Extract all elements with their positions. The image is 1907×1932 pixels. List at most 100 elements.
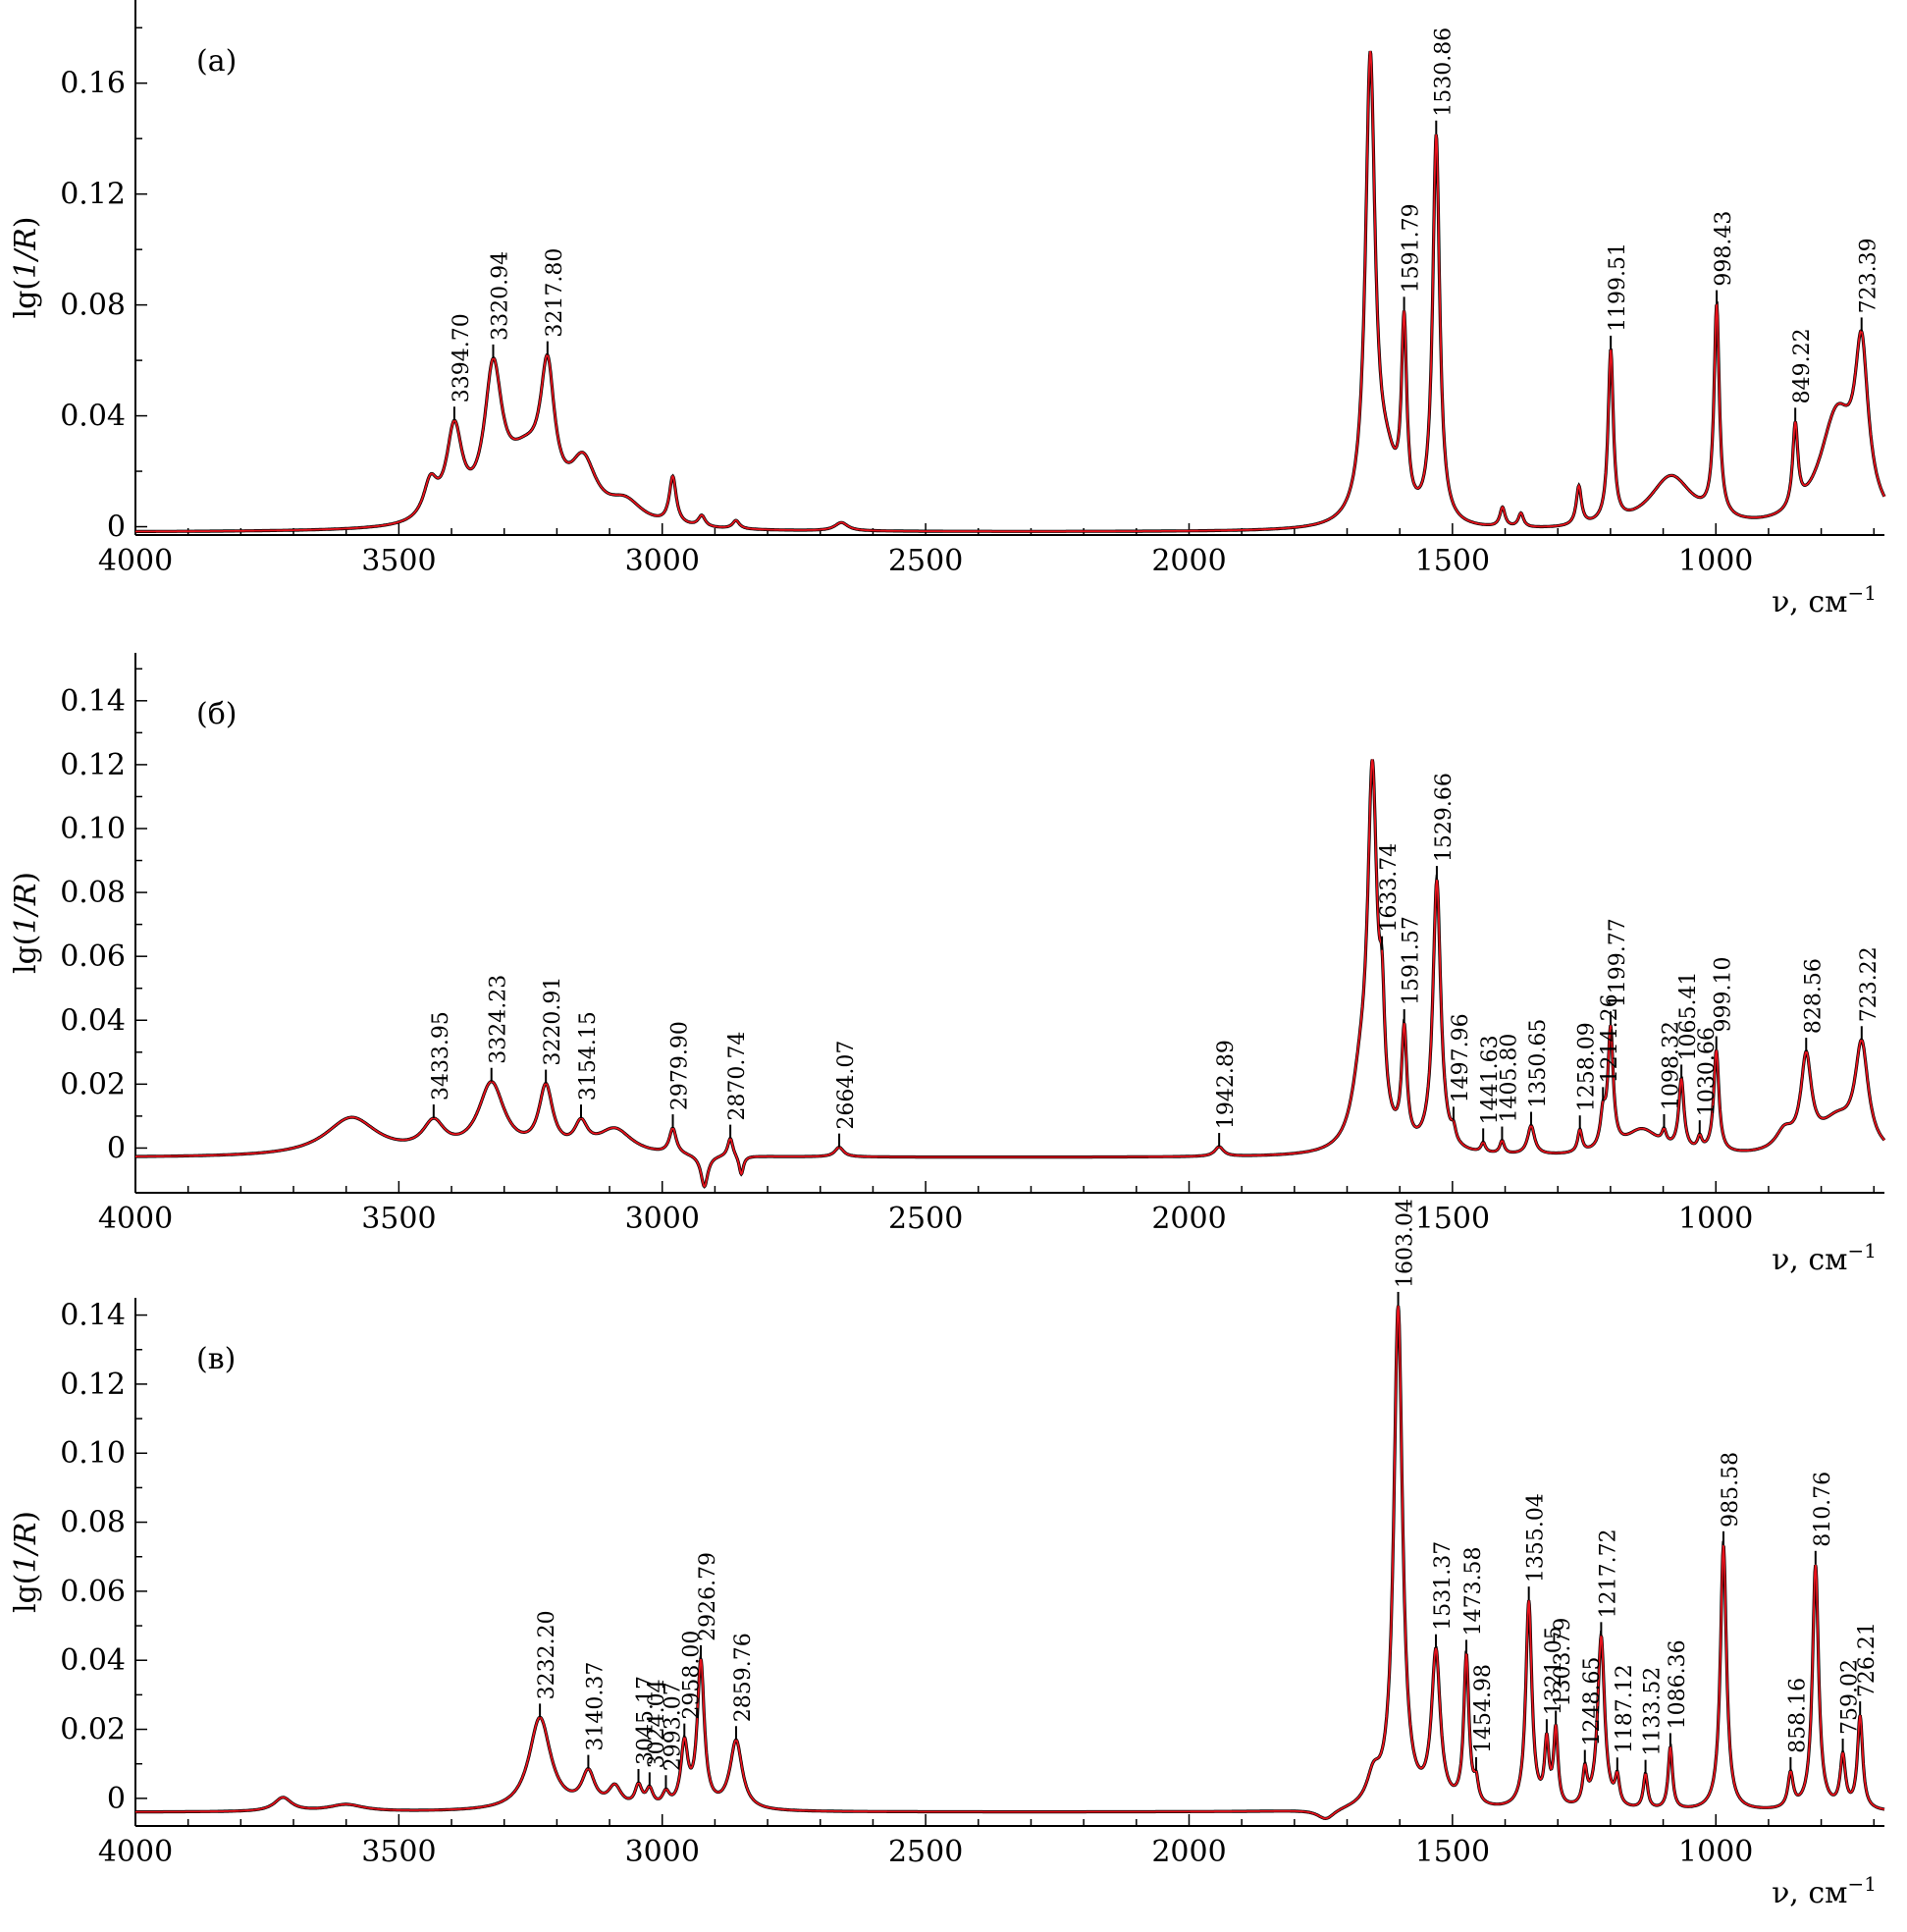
panel-label: (а) <box>196 44 237 79</box>
peak-label: 1355.04 <box>1524 1493 1549 1583</box>
peak-label: 2926.79 <box>696 1552 720 1641</box>
peak-label: 1942.89 <box>1214 1040 1239 1129</box>
peak-label: 1214.26 <box>1598 993 1622 1083</box>
peak-label: 1030.66 <box>1695 1027 1720 1116</box>
peak-label: 1531.37 <box>1431 1541 1456 1631</box>
peak-label: 1591.57 <box>1400 916 1424 1005</box>
y-tick-label: 0 <box>107 1131 126 1165</box>
peak-label: 1321.05 <box>1542 1626 1566 1715</box>
y-tick-label: 0.14 <box>60 684 126 719</box>
peak-label: 2993.07 <box>661 1682 685 1771</box>
peak-label: 1217.72 <box>1596 1529 1620 1618</box>
y-tick-label: 0.04 <box>60 400 126 434</box>
peak-label: 998.43 <box>1712 211 1736 287</box>
peak-label: 723.39 <box>1857 238 1881 313</box>
peak-label: 1133.52 <box>1641 1667 1666 1756</box>
peak-label: 3045.17 <box>634 1676 659 1765</box>
peak-label: 1497.96 <box>1449 1013 1473 1102</box>
peak-label: 759.02 <box>1838 1659 1863 1735</box>
peak-label: 1591.79 <box>1400 203 1424 293</box>
peak-label: 1454.98 <box>1471 1664 1496 1753</box>
peak-label: 723.22 <box>1857 946 1881 1022</box>
peak-label: 2870.74 <box>725 1032 750 1121</box>
y-tick-label: 0.04 <box>60 1643 126 1678</box>
x-tick-label: 3500 <box>361 1835 436 1869</box>
x-tick-label: 3000 <box>625 544 700 578</box>
peak-label: 3217.80 <box>543 248 567 338</box>
x-tick-label: 4000 <box>98 1202 173 1236</box>
peak-label: 1405.80 <box>1497 1034 1521 1123</box>
x-tick-label: 1000 <box>1678 544 1753 578</box>
x-axis-title: ν, см−1 <box>1772 1872 1877 1910</box>
x-tick-label: 1500 <box>1415 544 1490 578</box>
peak-label: 3220.91 <box>541 977 565 1066</box>
peak-label: 1529.66 <box>1432 773 1457 862</box>
peak-label: 1098.32 <box>1659 1021 1683 1110</box>
x-tick-label: 4000 <box>98 544 173 578</box>
peak-label: 985.58 <box>1719 1452 1743 1528</box>
y-tick-label: 0.12 <box>60 748 126 782</box>
peak-label: 3320.94 <box>488 251 512 341</box>
y-tick-label: 0 <box>107 1782 126 1816</box>
peak-label: 828.56 <box>1801 958 1826 1034</box>
peak-label: 2979.90 <box>668 1021 693 1110</box>
spectrum-line-red <box>135 759 1885 1188</box>
spectrum-panel-3: 4000 3500 3000 2500 2000 1500 1000 0 0.02 0.04 0.0… <box>9 1199 1885 1910</box>
y-tick-label: 0.12 <box>60 1368 126 1402</box>
y-tick-label: 0.02 <box>60 1067 126 1101</box>
y-tick-label: 0.04 <box>60 1003 126 1038</box>
x-tick-label: 3500 <box>361 544 436 578</box>
y-tick-label: 0.08 <box>60 876 126 910</box>
y-tick-label: 0.08 <box>60 289 126 323</box>
peak-label: 849.22 <box>1790 328 1815 403</box>
peak-label: 3433.95 <box>429 1011 453 1100</box>
peak-label: 3394.70 <box>450 313 474 402</box>
peak-label: 1086.36 <box>1666 1639 1690 1729</box>
peak-label: 2664.07 <box>834 1041 859 1130</box>
y-tick-label: 0.06 <box>60 939 126 974</box>
peak-label: 999.10 <box>1712 957 1736 1033</box>
x-tick-label: 1000 <box>1678 1835 1753 1869</box>
peak-label: 2859.76 <box>731 1633 756 1722</box>
y-tick-label: 0.10 <box>60 812 126 846</box>
y-axis-title: lg(1/R) <box>9 216 43 318</box>
peak-label: 1248.65 <box>1580 1657 1605 1746</box>
x-tick-label: 2000 <box>1151 1202 1226 1236</box>
peak-label: 3024.04 <box>645 1679 669 1768</box>
peak-label: 2958.00 <box>679 1631 704 1720</box>
peak-label: 1530.86 <box>1431 27 1456 117</box>
peak-label: 1441.63 <box>1478 1035 1503 1124</box>
peak-label: 1473.58 <box>1461 1546 1486 1636</box>
x-axis-title: ν, см−1 <box>1772 1239 1877 1277</box>
peak-label: 3140.37 <box>583 1662 608 1751</box>
x-axis-title: ν, см−1 <box>1772 581 1877 619</box>
y-axis-title: lg(1/R) <box>9 1511 43 1613</box>
peak-label: 1065.41 <box>1676 971 1701 1060</box>
peak-label: 1633.74 <box>1377 843 1402 933</box>
x-tick-label: 3500 <box>361 1202 436 1236</box>
peak-label: 1187.12 <box>1613 1664 1637 1753</box>
x-tick-label: 3000 <box>625 1202 700 1236</box>
peak-label: 1303.79 <box>1551 1618 1575 1707</box>
y-tick-label: 0.16 <box>60 67 126 101</box>
spectrum-line-red <box>135 50 1885 533</box>
y-tick-label: 0.02 <box>60 1713 126 1747</box>
x-tick-label: 2000 <box>1151 1835 1226 1869</box>
panel-label: (б) <box>196 697 237 731</box>
y-tick-label: 0.08 <box>60 1506 126 1540</box>
x-tick-label: 2000 <box>1151 544 1226 578</box>
peak-label: 810.76 <box>1811 1472 1835 1547</box>
x-tick-label: 3000 <box>625 1835 700 1869</box>
peak-label: 726.21 <box>1855 1622 1880 1697</box>
x-tick-label: 1000 <box>1678 1202 1753 1236</box>
peak-label: 3232.20 <box>535 1610 559 1699</box>
y-tick-label: 0.10 <box>60 1436 126 1471</box>
peak-label: 1350.65 <box>1526 1019 1551 1108</box>
peak-label: 1199.51 <box>1606 242 1630 332</box>
y-tick-label: 0 <box>107 510 126 545</box>
y-tick-label: 0.06 <box>60 1575 126 1609</box>
y-tick-label: 0.14 <box>60 1299 126 1333</box>
y-tick-label: 0.12 <box>60 178 126 212</box>
peak-label: 858.16 <box>1785 1678 1810 1753</box>
